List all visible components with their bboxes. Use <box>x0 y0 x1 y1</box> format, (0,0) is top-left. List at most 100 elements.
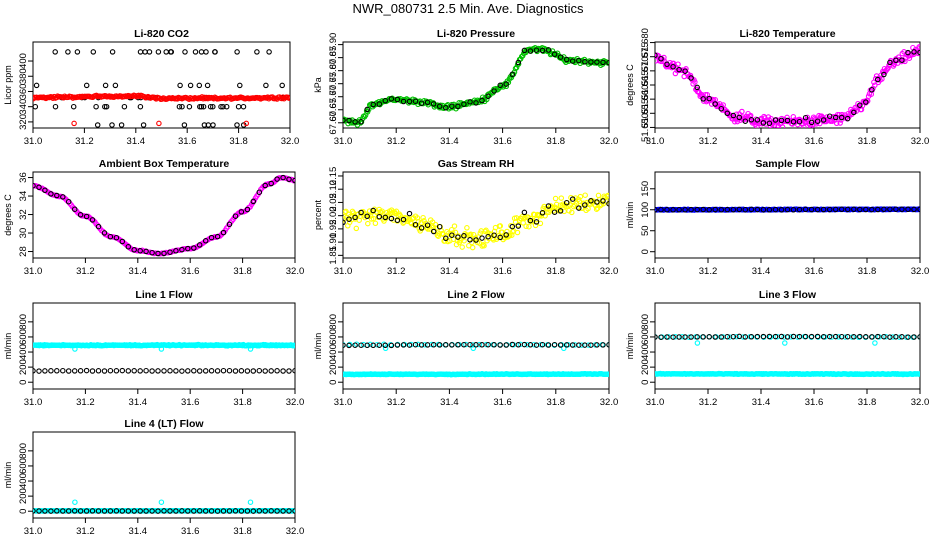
data-point-black <box>533 342 540 348</box>
data-point-black <box>670 334 676 340</box>
data-point-cyan-hi <box>360 341 367 348</box>
data-point-black <box>712 334 718 340</box>
data-point-black <box>208 368 215 374</box>
data-point-black <box>844 333 851 340</box>
data-point-cyan-hi <box>679 333 685 340</box>
data-point-black <box>736 333 743 340</box>
data-point-black <box>418 100 425 106</box>
y-tick-label: 2.10 <box>328 180 339 199</box>
data-point-black <box>256 508 263 514</box>
data-point-black <box>551 51 558 58</box>
data-point-black <box>911 49 917 55</box>
data-point-black <box>167 368 173 374</box>
data-point-yellow <box>481 242 487 249</box>
data-point-black <box>167 249 173 255</box>
y-tick-label: 1.85 <box>328 246 339 265</box>
data-point-black <box>95 223 102 230</box>
x-tick-label: 31.0 <box>24 526 43 537</box>
data-point-black <box>503 81 509 87</box>
data-point-black <box>706 95 712 102</box>
plot-panel: Li-820 Temperature 31.0 31.2 31.4 31.6 31.8 32… <box>625 28 929 147</box>
data-point-yellow <box>593 206 600 212</box>
y-tick-label: 2.05 <box>328 193 339 212</box>
data-point-black <box>905 206 911 213</box>
data-point-black <box>191 245 197 251</box>
data-point-black <box>181 122 188 128</box>
data-point-black <box>205 122 212 128</box>
x-tick-label: 31.0 <box>334 266 353 277</box>
data-point-yellow <box>370 215 377 222</box>
data-point-black <box>742 118 749 124</box>
x-tick-label: 31.4 <box>752 136 771 147</box>
data-point-black <box>95 508 102 514</box>
data-point-black <box>479 235 485 241</box>
data-point-black <box>177 82 183 89</box>
x-tick-label: 31.0 <box>646 136 665 147</box>
data-point-yellow <box>464 225 470 231</box>
data-point-black <box>109 122 115 128</box>
data-point-black <box>95 368 102 374</box>
data-point-black <box>838 206 845 213</box>
data-point-magenta <box>872 82 878 88</box>
data-point-black <box>527 48 534 54</box>
data-point-black <box>688 206 694 213</box>
x-tick-label: 31.4 <box>440 397 459 408</box>
data-point-cyan-out <box>382 345 389 352</box>
data-point-black <box>676 206 682 213</box>
data-point-black <box>33 182 36 189</box>
data-point-black <box>412 221 419 228</box>
data-point-black <box>449 232 455 238</box>
data-point-black <box>101 368 108 374</box>
data-point-black <box>863 334 869 340</box>
data-point-black <box>119 367 126 374</box>
data-point-black <box>424 222 431 228</box>
data-point-black <box>65 368 72 374</box>
x-tick-label: 31.8 <box>233 266 252 277</box>
data-point-black <box>36 508 42 514</box>
data-point-black <box>760 206 767 213</box>
data-points <box>33 174 295 257</box>
data-point-black <box>863 99 869 105</box>
y-tick-label: 32 <box>18 209 29 220</box>
data-point-black <box>274 368 280 374</box>
x-tick-label: 31.4 <box>129 526 148 537</box>
plot-panel: Line 2 Flow 31.0 31.2 31.4 31.6 31.8 32.0 0 2004… <box>313 289 618 408</box>
data-point-black <box>185 368 191 374</box>
data-point-black <box>54 508 60 514</box>
data-point-black <box>545 342 552 348</box>
data-point-yellow <box>507 232 513 239</box>
y-tick-label: 67.60 <box>328 111 339 135</box>
plot-title: Ambient Box Temperature <box>99 158 230 170</box>
data-point-black <box>65 198 72 205</box>
data-point-black <box>102 103 108 110</box>
data-point-cyan-hi <box>835 334 842 340</box>
data-point-black <box>202 508 209 514</box>
data-point-yellow <box>343 208 349 215</box>
y-tick-label: 28 <box>18 246 29 257</box>
data-point-black <box>869 86 875 93</box>
data-point-black <box>220 229 227 236</box>
data-point-black <box>814 206 821 213</box>
data-point-black <box>700 206 706 213</box>
data-point-black <box>167 508 173 514</box>
plot-title: Li-820 Temperature <box>739 28 835 40</box>
data-points <box>655 44 920 128</box>
x-tick-label: 31.4 <box>129 397 148 408</box>
data-point-black <box>74 49 81 55</box>
data-point-yellow <box>552 195 559 202</box>
data-point-black <box>226 508 233 514</box>
data-points <box>343 45 609 128</box>
data-point-cyan-hi <box>781 334 787 340</box>
x-tick-label: 31.8 <box>858 266 877 277</box>
data-point-black <box>226 221 233 228</box>
data-point-black <box>33 103 39 110</box>
data-point-black <box>784 334 791 340</box>
data-point-black <box>881 71 887 78</box>
data-point-black <box>778 117 785 124</box>
x-tick-label: 31.6 <box>805 397 824 408</box>
data-point-black <box>250 368 257 374</box>
data-point-black <box>125 368 132 374</box>
data-point-black <box>376 342 383 348</box>
data-point-yellow <box>572 195 579 201</box>
data-point-cyan-hi <box>842 334 849 340</box>
